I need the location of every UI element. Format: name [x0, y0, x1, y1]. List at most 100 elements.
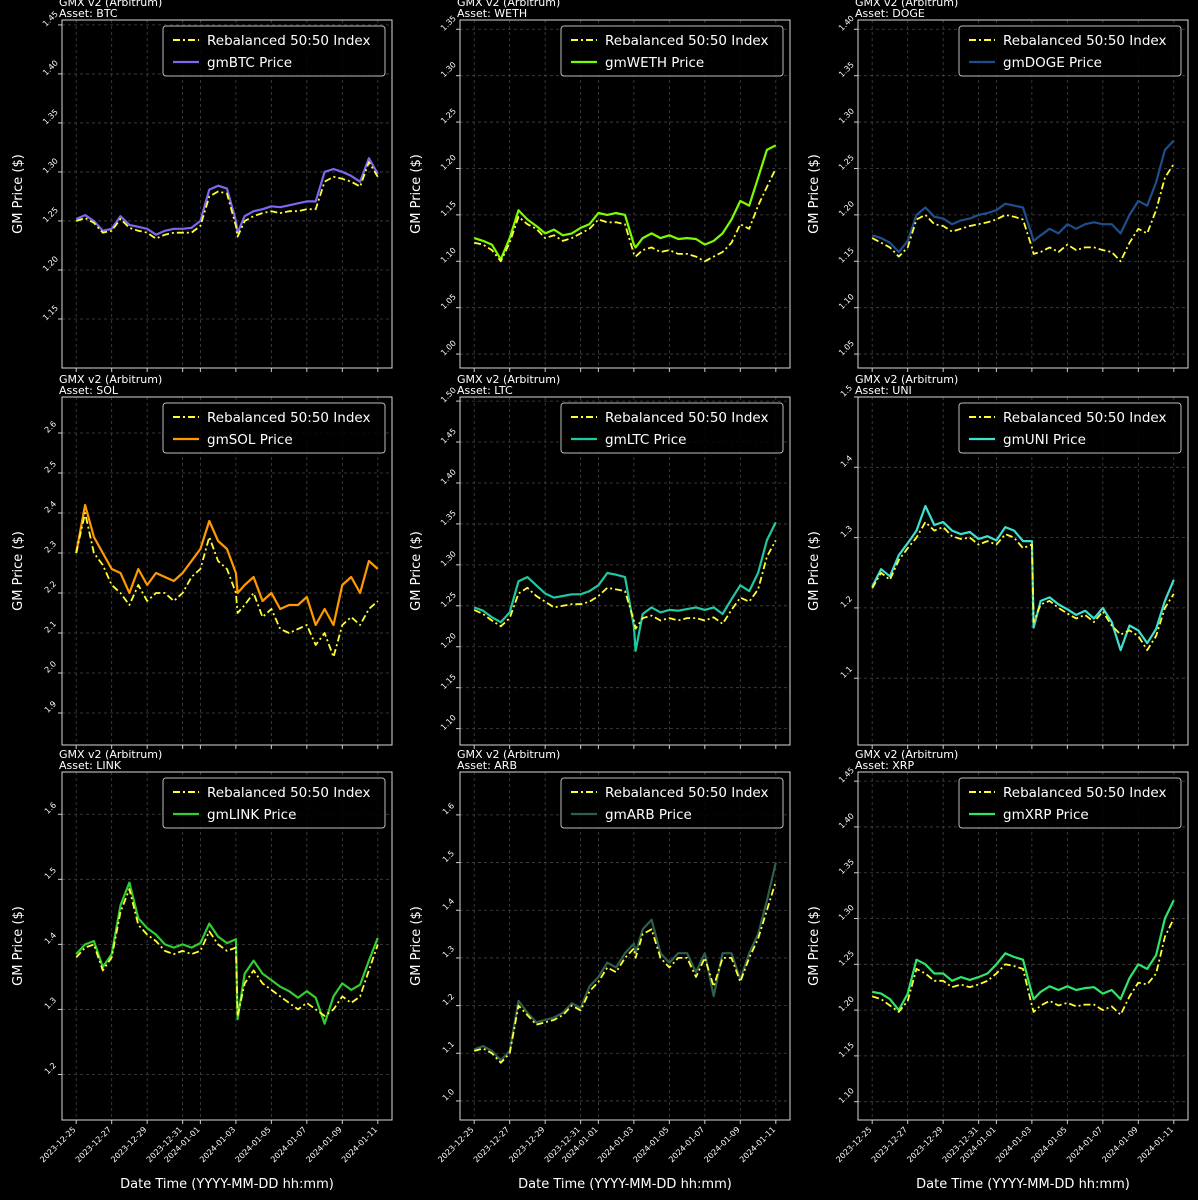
subplot-title: GMX v2 (Arbitrum): [457, 748, 560, 761]
subplot-title: GMX v2 (Arbitrum): [59, 373, 162, 386]
legend-label-gm: gmSOL Price: [207, 432, 293, 448]
plot-area: [460, 20, 790, 368]
y-tick-label: 1.35: [439, 14, 458, 33]
x-tick-label: 2023-12-27: [870, 1125, 909, 1164]
legend-label-index: Rebalanced 50:50 Index: [207, 33, 370, 49]
y-tick-label: 1.25: [837, 949, 856, 968]
plot-frame: [459, 396, 791, 746]
series-line-index: [871, 163, 1175, 263]
y-tick-label: 1.40: [837, 14, 856, 33]
subplot-subtitle: Asset: LTC: [457, 384, 513, 397]
legend-label-gm: gmARB Price: [605, 807, 692, 823]
x-tick-label: 2024-01-11: [340, 1125, 379, 1164]
legend-label-gm: gmLINK Price: [207, 807, 296, 823]
y-tick-label: 1.35: [837, 857, 856, 876]
plot-area: [62, 772, 392, 1120]
y-tick-label: 1.3: [839, 524, 854, 539]
x-tick-label: 2024-01-03: [198, 1125, 237, 1164]
y-tick-label: 2.2: [43, 579, 58, 594]
legend-label-gm: gmUNI Price: [1003, 432, 1086, 448]
x-tick-label: 2024-01-07: [667, 1125, 706, 1164]
plot-frame: [61, 396, 393, 746]
subplot-subtitle: Asset: SOL: [59, 384, 119, 397]
y-tick-label: 1.05: [439, 292, 458, 311]
y-tick-label: 1.05: [837, 339, 856, 358]
subplot-ltc: GMX v2 (Arbitrum)Asset: LTC 1.10 1.15 1.20 1…: [409, 373, 791, 749]
y-tick-label: 2.6: [43, 419, 58, 434]
legend-box: [162, 402, 386, 454]
plot-area: [858, 20, 1188, 368]
series-line-gm: [871, 899, 1175, 1012]
legend: Rebalanced 50:50 Index gmXRP Price: [958, 777, 1182, 829]
y-axis-label: GM Price ($): [807, 154, 822, 234]
legend-label-gm: gmXRP Price: [1003, 807, 1089, 823]
y-tick-label: 1.00: [439, 339, 458, 358]
series-line-index: [75, 161, 379, 240]
plot-area: [858, 772, 1188, 1120]
x-tick-label: 2023-12-29: [507, 1125, 546, 1164]
legend-label-index: Rebalanced 50:50 Index: [1003, 410, 1166, 426]
y-tick-label: 1.2: [43, 1061, 58, 1076]
y-tick-label: 1.0: [441, 1087, 456, 1102]
subplot-subtitle: Asset: ARB: [457, 759, 517, 772]
legend: Rebalanced 50:50 Index gmLINK Price: [162, 777, 386, 829]
subplot-title: GMX v2 (Arbitrum): [457, 0, 560, 9]
legend-box: [162, 777, 386, 829]
subplot-subtitle: Asset: WETH: [457, 7, 527, 20]
subplot-subtitle: Asset: DOGE: [855, 7, 925, 20]
y-tick-label: 1.5: [43, 866, 58, 881]
y-tick-label: 1.35: [837, 60, 856, 79]
x-tick-label: 2023-12-27: [74, 1125, 113, 1164]
subplot-title: GMX v2 (Arbitrum): [855, 373, 958, 386]
y-tick-label: 1.15: [41, 303, 60, 322]
legend: Rebalanced 50:50 Index gmSOL Price: [162, 402, 386, 454]
y-axis-label: GM Price ($): [11, 531, 26, 611]
legend: Rebalanced 50:50 Index gmUNI Price: [958, 402, 1182, 454]
y-tick-label: 1.40: [41, 58, 60, 77]
series-line-gm: [473, 521, 777, 652]
subplot-subtitle: Asset: UNI: [855, 384, 912, 397]
subplot-xrp: GMX v2 (Arbitrum)Asset: XRP2023-12-25202…: [807, 748, 1189, 1192]
y-axis-label: GM Price ($): [11, 906, 26, 986]
legend: Rebalanced 50:50 Index gmBTC Price: [162, 25, 386, 77]
y-tick-label: 1.6: [441, 801, 456, 816]
series-line-index: [474, 168, 777, 263]
y-tick-label: 1.40: [439, 467, 458, 486]
y-tick-label: 1.20: [837, 199, 856, 218]
y-tick-label: 1.25: [837, 153, 856, 172]
legend-box: [958, 402, 1182, 454]
series-line-gm: [75, 503, 379, 627]
subplot-uni: GMX v2 (Arbitrum)Asset: UNI 1.1 1.2 1.3 1.4 1…: [807, 373, 1189, 749]
y-axis-label: GM Price ($): [409, 154, 424, 234]
y-tick-label: 2.3: [43, 539, 58, 554]
x-tick-label: 2024-01-07: [269, 1125, 308, 1164]
x-tick-label: 2024-01-05: [632, 1125, 671, 1164]
x-tick-label: 2024-01-11: [738, 1125, 777, 1164]
legend-label-gm: gmWETH Price: [605, 55, 704, 71]
plot-frame: [459, 771, 791, 1121]
y-tick-label: 2.5: [43, 459, 58, 474]
legend: Rebalanced 50:50 Index gmDOGE Price: [958, 25, 1182, 77]
x-tick-label: 2023-12-25: [834, 1125, 873, 1164]
y-tick-label: 1.2: [839, 594, 854, 609]
series-line-index: [473, 539, 777, 630]
series-line-gm: [871, 139, 1175, 254]
subplot-subtitle: Asset: LINK: [59, 759, 122, 772]
legend-label-index: Rebalanced 50:50 Index: [1003, 785, 1166, 801]
legend-label-gm: gmDOGE Price: [1003, 55, 1102, 71]
y-tick-label: 1.10: [837, 292, 856, 311]
y-tick-label: 1.4: [839, 454, 854, 469]
y-tick-label: 1.15: [439, 672, 458, 691]
y-tick-label: 1.25: [439, 107, 458, 126]
x-axis-label: Date Time (YYYY-MM-DD hh:mm): [518, 1177, 732, 1192]
legend-box: [560, 777, 784, 829]
plot-frame: [857, 771, 1189, 1121]
y-tick-label: 1.50: [439, 386, 458, 405]
legend-label-index: Rebalanced 50:50 Index: [207, 410, 370, 426]
y-tick-label: 1.10: [837, 1086, 856, 1105]
x-tick-label: 2023-12-29: [905, 1125, 944, 1164]
legend-label-gm: gmLTC Price: [605, 432, 687, 448]
y-tick-label: 1.30: [837, 903, 856, 922]
legend: Rebalanced 50:50 Index gmWETH Price: [560, 25, 784, 77]
subplot-title: GMX v2 (Arbitrum): [59, 0, 162, 9]
